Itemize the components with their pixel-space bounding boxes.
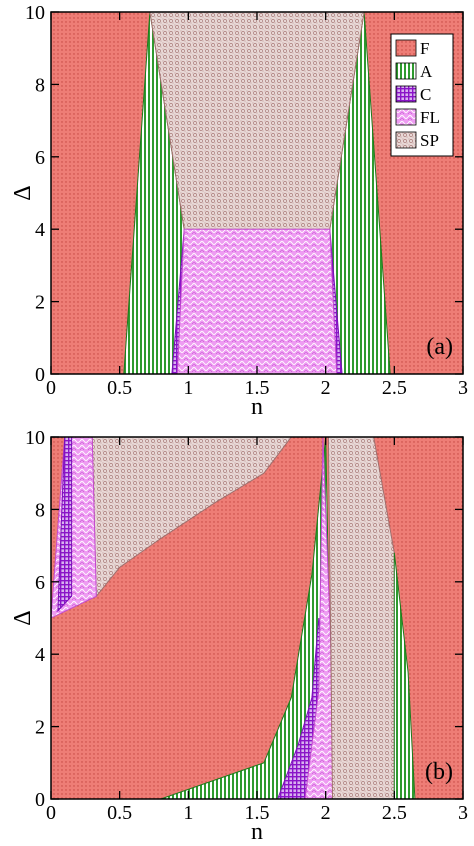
y-tick-label: 4 [35, 219, 45, 241]
phase-regions [51, 437, 463, 799]
x-axis-label: n [251, 394, 263, 420]
region-sp [149, 12, 365, 230]
panels: 0 0.5 1 1.5 2 2.5 3 0 2 4 6 8 10 n Δ (a) FAC FL SP 0 0.5 1 1.5… [10, 2, 468, 845]
legend-swatch-a [395, 62, 417, 80]
y-tick-label: 0 [35, 789, 45, 811]
y-tick-label: 10 [25, 427, 45, 449]
x-tick-label: 0 [46, 377, 56, 399]
x-axis-label: n [251, 819, 263, 845]
x-tick-label: 2.5 [382, 802, 407, 824]
legend-swatch-fl [395, 108, 417, 126]
region-a [160, 437, 334, 799]
y-axis-label: Δ [10, 185, 36, 200]
y-tick-label: 6 [35, 572, 45, 594]
panel-label: (b) [425, 759, 453, 785]
y-tick-label: 2 [35, 717, 45, 739]
legend-label-fl: FL [420, 108, 440, 127]
x-tick-label: 0 [46, 802, 56, 824]
region-fl [176, 228, 338, 374]
x-tick-label: 1.5 [245, 802, 270, 824]
x-tick-label: 0.5 [107, 377, 132, 399]
x-tick-label: 1.5 [245, 377, 270, 399]
y-tick-label: 6 [35, 147, 45, 169]
legend: FAC FL SP [390, 33, 454, 157]
legend-label-c: C [420, 85, 431, 104]
legend-swatch-c [395, 85, 417, 103]
phase-regions [51, 12, 463, 374]
panel-2: 0 0.5 1 1.5 2 2.5 3 0 2 4 6 8 10 n Δ (b) [10, 427, 468, 845]
region-sp [327, 437, 395, 799]
legend-label-a: A [420, 62, 433, 81]
legend-label-f: F [420, 39, 429, 58]
x-tick-label: 3 [458, 377, 468, 399]
region-a [393, 552, 416, 799]
y-axis-label: Δ [10, 610, 36, 625]
panel-1: 0 0.5 1 1.5 2 2.5 3 0 2 4 6 8 10 n Δ (a) FAC FL SP [10, 2, 468, 420]
y-tick-label: 10 [25, 2, 45, 24]
panel-label: (a) [426, 334, 453, 360]
y-tick-label: 2 [35, 292, 45, 314]
x-tick-label: 0.5 [107, 802, 132, 824]
x-tick-label: 2.5 [382, 377, 407, 399]
x-tick-label: 2 [321, 377, 331, 399]
x-tick-label: 1 [183, 802, 193, 824]
x-tick-label: 2 [321, 802, 331, 824]
region-c [57, 437, 73, 613]
y-tick-label: 8 [35, 74, 45, 96]
x-tick-label: 3 [458, 802, 468, 824]
y-tick-label: 8 [35, 499, 45, 521]
legend-label-sp: SP [420, 131, 439, 150]
y-tick-label: 0 [35, 364, 45, 386]
region-sp [91, 437, 292, 598]
legend-swatch-sp [395, 131, 417, 149]
y-tick-label: 4 [35, 644, 45, 666]
region-fl [304, 437, 338, 799]
x-tick-label: 1 [183, 377, 193, 399]
legend-swatch-f [395, 39, 417, 57]
